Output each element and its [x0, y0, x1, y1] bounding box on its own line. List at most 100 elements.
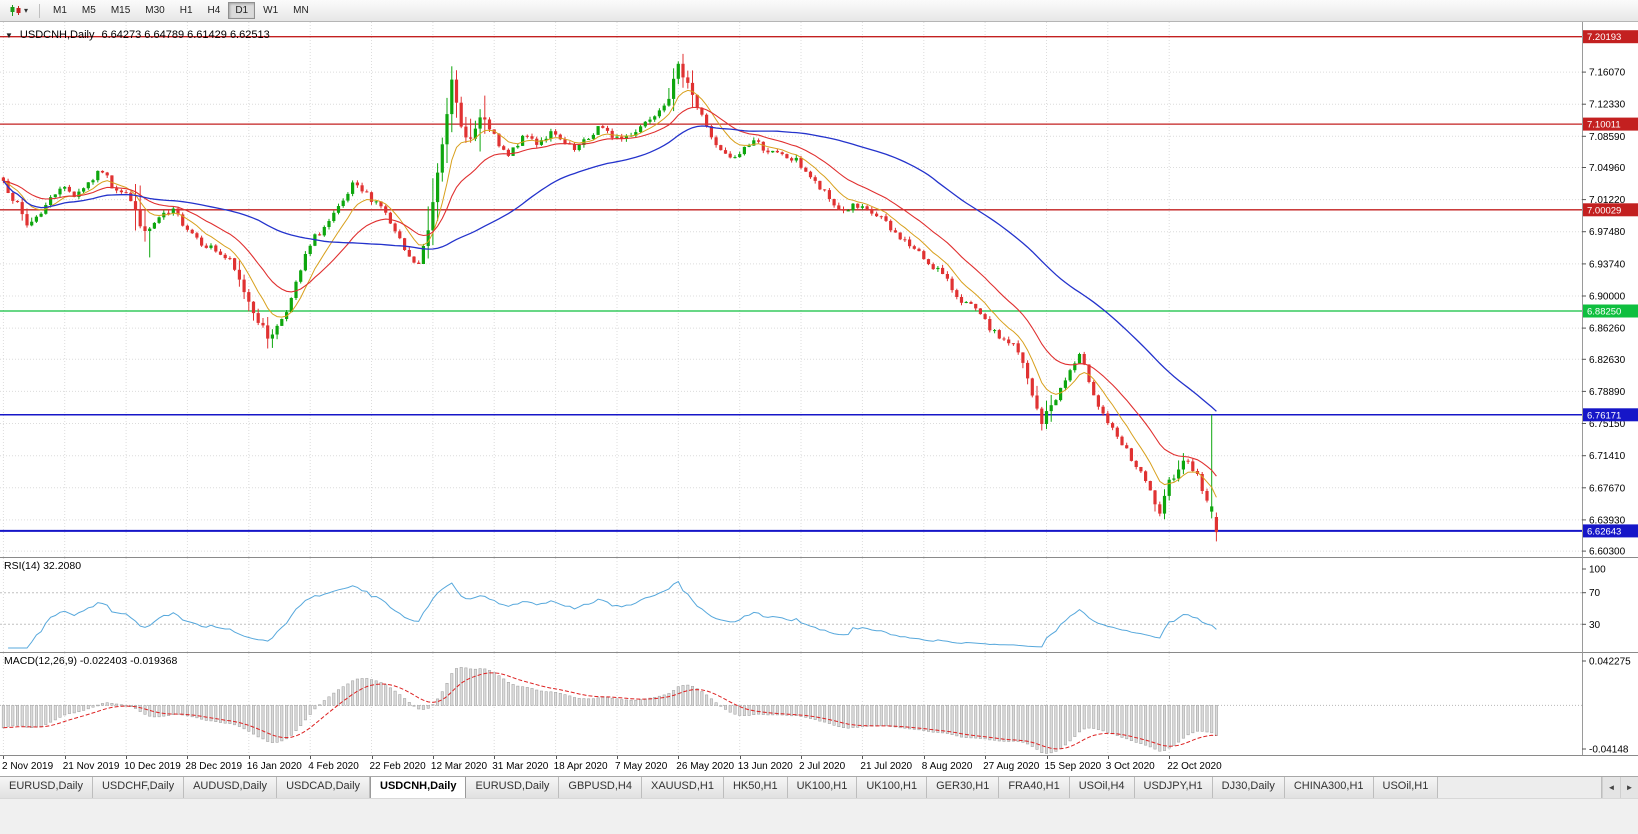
chart-tab-audusd-daily[interactable]: AUDUSD,Daily [184, 777, 278, 798]
date-label: 16 Jan 2020 [246, 761, 302, 772]
rsi-canvas[interactable]: 100 70 30 [0, 557, 1638, 652]
date-label: 22 Oct 2020 [1167, 761, 1222, 772]
date-label: 18 Apr 2020 [553, 761, 608, 772]
chart-tab-usdcnh-daily[interactable]: USDCNH,Daily [370, 777, 467, 798]
date-tick [310, 756, 312, 759]
chart-header: ▼ USDCNH,Daily 6.64273 6.64789 6.61429 6… [5, 29, 270, 41]
date-tick [555, 756, 557, 759]
date-label: 31 Mar 2020 [492, 761, 549, 772]
tab-scroll-right-button[interactable]: ► [1620, 777, 1638, 798]
price-tag: 6.88250 [1587, 307, 1621, 318]
chart-tab-eurusd-daily[interactable]: EURUSD,Daily [0, 777, 93, 798]
timeframe-button-m5[interactable]: M5 [81, 5, 96, 16]
timeframe-button-mn[interactable]: MN [293, 5, 309, 16]
timeframe-button-m15[interactable]: M15 [110, 5, 131, 16]
rsi-indicator-panel: 100 70 30 RSI(14) 32.2080 [0, 557, 1638, 652]
timeframe-buttons: M1 M5 M15 M30 H1 H4 D1 W1 MN [46, 2, 316, 19]
ma-mid-line [3, 106, 1217, 477]
price-chart-canvas[interactable]: 7.16070 7.12330 7.08590 7.04960 7.01220 6.974… [0, 22, 1638, 557]
rsi-label: RSI(14) 32.2080 [4, 560, 82, 572]
macd-scale-tick: 0.042275 [1589, 657, 1631, 668]
date-label: 2 Nov 2019 [2, 761, 54, 772]
chart-tab-usdchf-daily[interactable]: USDCHF,Daily [92, 777, 185, 798]
chart-type-button[interactable]: ▾ [4, 2, 33, 19]
chart-tab-eurusd-daily[interactable]: EURUSD,Daily [466, 777, 560, 798]
chart-tab-usdjpy-h1[interactable]: USDJPY,H1 [1134, 777, 1213, 798]
candlestick-chart-icon [10, 5, 21, 16]
chart-tab-usoil-h4[interactable]: USOil,H4 [1069, 777, 1135, 798]
chart-tabs: EURUSD,Daily USDCHF,Daily AUDUSD,Daily USDC… [0, 777, 1601, 798]
date-label: 21 Jul 2020 [860, 761, 913, 772]
date-tick [1107, 756, 1109, 759]
date-tick [187, 756, 189, 759]
date-label: 10 Dec 2019 [124, 761, 181, 772]
price-tick: 6.86260 [1589, 324, 1626, 335]
date-label: 4 Feb 2020 [308, 761, 359, 772]
price-tick: 6.75150 [1589, 419, 1626, 430]
main-chart-panel: 7.16070 7.12330 7.08590 7.04960 7.01220 6.974… [0, 22, 1638, 557]
date-label: 27 Aug 2020 [983, 761, 1040, 772]
date-tick [678, 756, 680, 759]
timeframe-button-h1[interactable]: H1 [179, 5, 193, 16]
horizontal-level-lines[interactable] [0, 36, 1582, 532]
date-tick [3, 756, 5, 759]
timeframe-button-w1[interactable]: W1 [263, 5, 279, 16]
date-tick [862, 756, 864, 759]
date-label: 7 May 2020 [615, 761, 668, 772]
chart-tab-usoil-h1[interactable]: USOil,H1 [1373, 777, 1439, 798]
price-tick: 7.12330 [1589, 100, 1626, 111]
date-tick [617, 756, 618, 759]
date-tick [371, 756, 373, 759]
candles-layer [1, 53, 1218, 542]
macd-label: MACD(12,26,9) -0.022403 -0.019368 [4, 655, 178, 667]
price-tick: 7.16070 [1589, 68, 1626, 79]
macd-indicator-panel: 0.042275 -0.04148 MACD(12,26,9) -0.022403… [0, 652, 1638, 755]
timeframe-button-h4[interactable]: H4 [207, 5, 221, 16]
chart-tab-usdcad-daily[interactable]: USDCAD,Daily [277, 777, 371, 798]
chart-tab-xauusd-h1[interactable]: XAUUSD,H1 [641, 777, 724, 798]
chevron-down-icon: ▾ [24, 6, 29, 15]
chart-ohlc-values: 6.64273 6.64789 6.61429 6.62513 [101, 29, 270, 41]
macd-scale-tick: -0.04148 [1589, 745, 1629, 756]
price-axis: 7.16070 7.12330 7.08590 7.04960 7.01220 6.974… [1582, 22, 1626, 557]
date-label: 13 Jun 2020 [737, 761, 793, 772]
price-tick: 6.71410 [1589, 451, 1626, 462]
tab-scroll-arrows: ◄ ► [1601, 777, 1638, 798]
price-level-tags: 7.20193 7.10011 7.00029 6.88250 6.76171 6.626… [1583, 30, 1638, 538]
chart-tab-china300-h1[interactable]: CHINA300,H1 [1284, 777, 1374, 798]
timeframe-button-m1[interactable]: M1 [53, 5, 67, 16]
price-tick: 6.97480 [1589, 227, 1626, 238]
date-tick [494, 756, 496, 759]
price-tick: 6.60300 [1589, 547, 1626, 557]
collapse-triangle-icon[interactable]: ▼ [5, 30, 13, 40]
chart-tab-fra40-h1[interactable]: FRA40,H1 [999, 777, 1070, 798]
price-tag: 7.20193 [1587, 32, 1621, 43]
chart-tab-hk50-h1[interactable]: HK50,H1 [723, 777, 788, 798]
ma-slow-line [2, 125, 1217, 412]
timeframe-button-d1[interactable]: D1 [228, 2, 256, 19]
macd-signal-line [3, 672, 1217, 750]
date-tick [801, 756, 802, 759]
chart-tab-uk100-h1[interactable]: UK100,H1 [787, 777, 858, 798]
timeframe-button-m30[interactable]: M30 [145, 5, 165, 16]
tab-scroll-left-button[interactable]: ◄ [1602, 777, 1620, 798]
chart-tab-gbpusd-h4[interactable]: GBPUSD,H4 [559, 777, 642, 798]
price-tag: 6.76171 [1587, 410, 1621, 421]
date-label: 26 May 2020 [676, 761, 735, 772]
date-tick [64, 756, 66, 759]
chart-tab-dj30-daily[interactable]: DJ30,Daily [1212, 777, 1285, 798]
price-tick: 6.90000 [1589, 292, 1626, 303]
date-label: 22 Feb 2020 [369, 761, 426, 772]
macd-canvas[interactable]: 0.042275 -0.04148 [0, 652, 1638, 755]
status-bar [0, 798, 1638, 834]
rsi-line [8, 580, 1217, 649]
price-tick: 7.01220 [1589, 195, 1626, 206]
rsi-scale-tick: 100 [1589, 565, 1606, 576]
timeframe-toolbar: ▾ M1 M5 M15 M30 H1 H4 D1 W1 MN [0, 0, 1638, 22]
toolbar-separator [39, 3, 41, 18]
chart-tab-uk100-h1[interactable]: UK100,H1 [857, 777, 928, 798]
price-tick: 6.93740 [1589, 259, 1626, 270]
date-tick [923, 756, 925, 759]
date-axis: 2 Nov 2019 21 Nov 2019 10 Dec 2019 28 Dec 2… [0, 755, 1638, 776]
chart-tab-ger30-h1[interactable]: GER30,H1 [927, 777, 1000, 798]
